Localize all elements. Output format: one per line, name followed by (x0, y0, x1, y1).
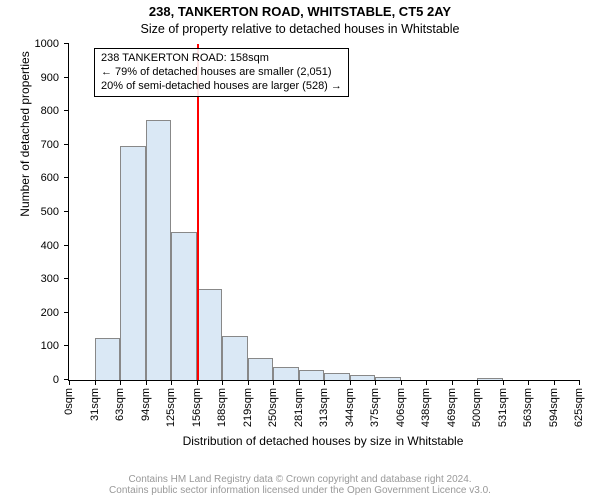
y-tick-label: 700 (41, 139, 69, 151)
credit-text: Contains HM Land Registry data © Crown c… (0, 474, 600, 496)
histogram-bar (120, 146, 146, 380)
histogram-bar (273, 367, 299, 380)
credit-line: Contains public sector information licen… (0, 485, 600, 496)
x-tick-label: 281sqm (293, 388, 305, 427)
x-tick-label: 500sqm (471, 388, 483, 427)
histogram-bar (171, 232, 197, 380)
histogram-bar (324, 373, 350, 380)
histogram-bar (477, 378, 503, 380)
y-tick-label: 500 (41, 206, 69, 218)
marker-box-line: 238 TANKERTON ROAD: 158sqm (101, 52, 342, 66)
x-tick-label: 469sqm (446, 388, 458, 427)
marker-annotation-box: 238 TANKERTON ROAD: 158sqm← 79% of detac… (94, 48, 349, 97)
x-tick-label: 156sqm (191, 388, 203, 427)
histogram-bar (222, 336, 248, 380)
y-tick-label: 200 (41, 307, 69, 319)
x-tick-label: 344sqm (344, 388, 356, 427)
x-tick-label: 188sqm (216, 388, 228, 427)
title-main: 238, TANKERTON ROAD, WHITSTABLE, CT5 2AY (0, 4, 600, 19)
marker-box-line: ← 79% of detached houses are smaller (2,… (101, 66, 342, 80)
x-tick-label: 94sqm (140, 388, 152, 421)
x-tick-label: 438sqm (420, 388, 432, 427)
histogram-bar (299, 370, 325, 380)
y-tick-label: 600 (41, 172, 69, 184)
x-tick-label: 531sqm (497, 388, 509, 427)
y-tick-label: 400 (41, 240, 69, 252)
x-tick-label: 31sqm (89, 388, 101, 421)
histogram-bar (248, 358, 274, 380)
x-tick-label: 0sqm (63, 388, 75, 415)
x-axis-label: Distribution of detached houses by size … (68, 434, 578, 448)
x-tick-label: 125sqm (165, 388, 177, 427)
credit-line: Contains HM Land Registry data © Crown c… (0, 474, 600, 485)
x-tick-label: 313sqm (318, 388, 330, 427)
histogram-bar (95, 338, 121, 380)
x-tick-label: 594sqm (548, 388, 560, 427)
y-tick-label: 100 (41, 340, 69, 352)
y-tick-label: 0 (53, 374, 69, 386)
y-tick-label: 300 (41, 273, 69, 285)
y-tick-label: 1000 (35, 38, 69, 50)
x-tick-label: 219sqm (242, 388, 254, 427)
x-tick-label: 250sqm (267, 388, 279, 427)
title-sub: Size of property relative to detached ho… (0, 22, 600, 36)
histogram-bar (375, 377, 401, 380)
chart-container: { "title_main": "238, TANKERTON ROAD, WH… (0, 0, 600, 500)
x-tick-label: 63sqm (114, 388, 126, 421)
marker-box-line: 20% of semi-detached houses are larger (… (101, 80, 342, 94)
y-tick-label: 900 (41, 72, 69, 84)
y-axis-label: Number of detached properties (18, 0, 32, 302)
x-tick-label: 375sqm (369, 388, 381, 427)
x-tick-label: 563sqm (522, 388, 534, 427)
x-tick-label: 625sqm (573, 388, 585, 427)
y-tick-label: 800 (41, 105, 69, 117)
histogram-bar (350, 375, 376, 380)
histogram-bar (197, 289, 223, 380)
x-tick-label: 406sqm (395, 388, 407, 427)
histogram-bar (146, 120, 172, 380)
